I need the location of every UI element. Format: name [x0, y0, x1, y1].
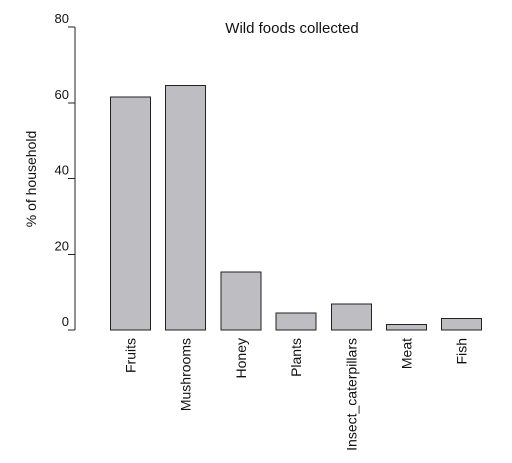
bar-mushrooms — [165, 85, 207, 331]
y-tick-label: 40 — [55, 163, 69, 178]
chart-title: Wild foods collected — [225, 20, 358, 37]
x-tick-label: Insect_caterpillars — [343, 338, 359, 451]
x-tick-label: Fruits — [123, 338, 139, 373]
bar-plants — [275, 312, 317, 331]
bars-group — [110, 85, 483, 331]
y-tick-label: 0 — [62, 314, 69, 329]
y-tick-label: 60 — [55, 87, 69, 102]
x-tick-label: Honey — [233, 338, 249, 378]
x-tick-label: Fish — [454, 338, 470, 364]
x-tick-label: Meat — [399, 338, 415, 369]
y-tick-label: 80 — [55, 11, 69, 26]
bar-meat — [386, 323, 427, 331]
bar-fruits — [110, 96, 151, 331]
y-axis: 0 20 40 60 80 — [55, 11, 76, 331]
x-tick-labels: Fruits Mushrooms Honey Plants Insect_caterpi… — [123, 338, 470, 451]
bar-insect-caterpillars — [330, 303, 372, 331]
bar-fish — [441, 318, 483, 331]
x-tick-label: Plants — [288, 338, 304, 377]
bar-honey — [220, 271, 262, 331]
y-tick-label: 20 — [55, 238, 69, 253]
x-tick-label: Mushrooms — [178, 338, 194, 411]
y-axis-label: % of household — [23, 131, 39, 228]
